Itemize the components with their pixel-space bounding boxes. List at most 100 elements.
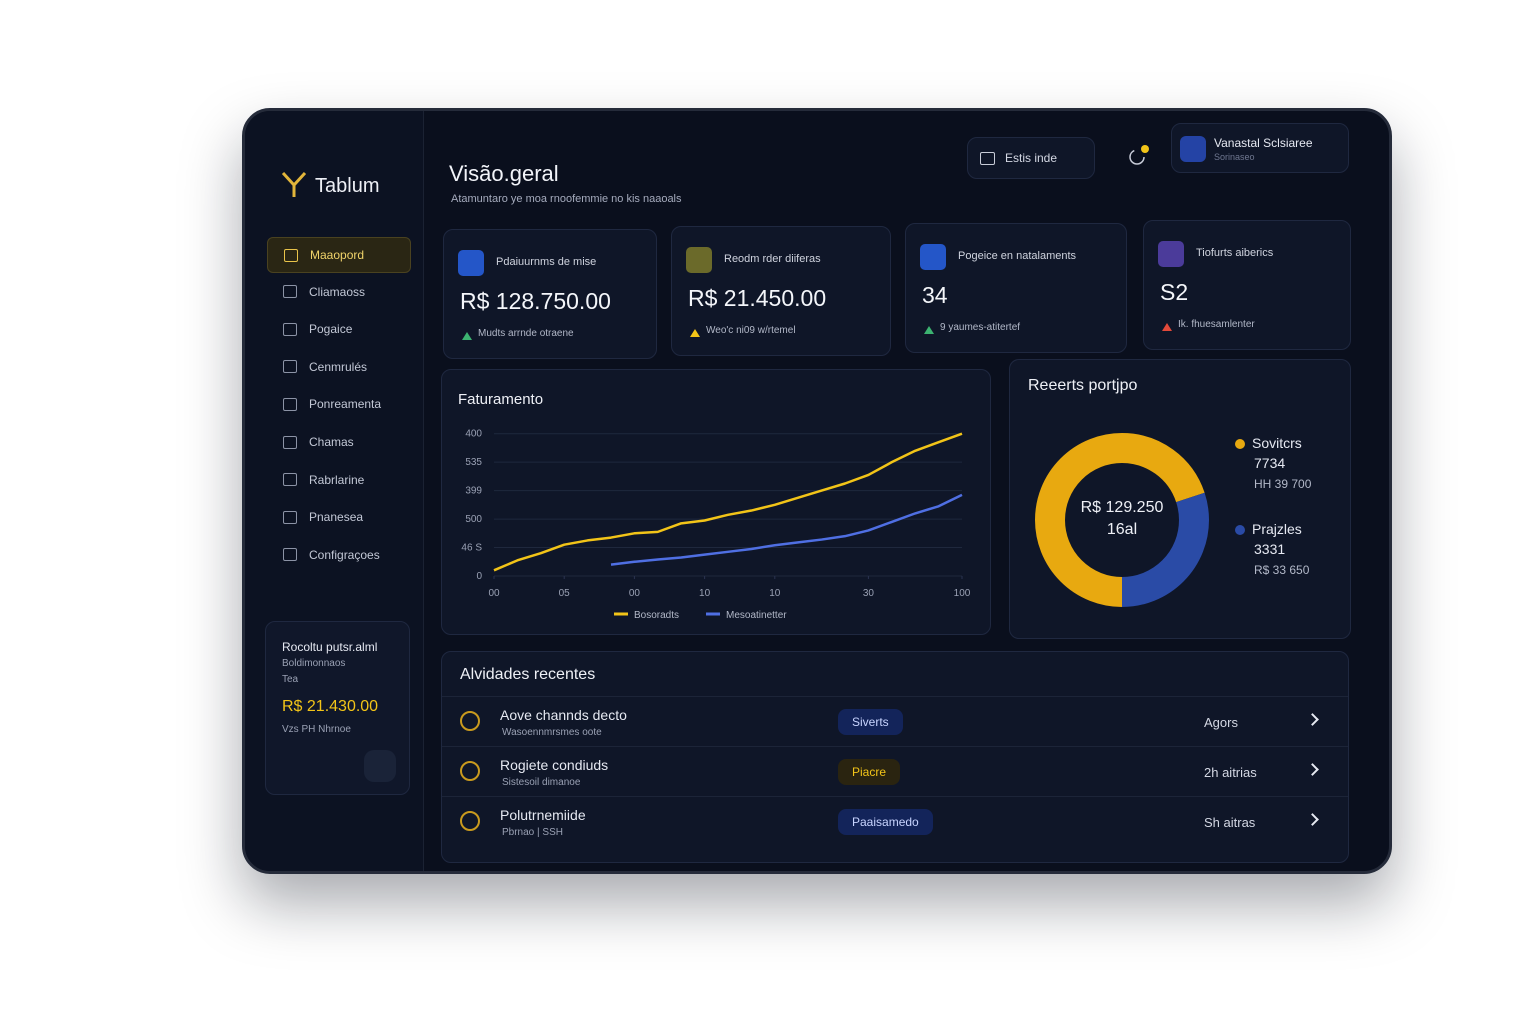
nav-item[interactable]: Pogaice xyxy=(267,312,409,346)
filter-icon xyxy=(980,151,995,165)
revenue-card: Faturamento 0 46 S 500 399 535 400 00 05 00 10 10 3… xyxy=(441,369,991,635)
brand-name: Tablum xyxy=(315,175,380,197)
nav-label: Rabrlarine xyxy=(309,472,365,487)
nav-label: Ponreamenta xyxy=(309,397,382,412)
kpi-icon xyxy=(686,247,712,273)
nav-item[interactable]: Ponreamenta xyxy=(267,387,409,421)
kpi-card: Tiofurts aiberics S2 Ik. fhuesamlenter xyxy=(1143,220,1351,350)
activity-icon xyxy=(460,761,480,781)
nav-label: Pnanesea xyxy=(309,510,364,525)
y-tick-label: 400 xyxy=(465,429,482,440)
y-tick-label: 535 xyxy=(465,457,482,468)
legend-amount: R$ 33 650 xyxy=(1254,563,1310,577)
kpi-note: Weo'c ni09 w/rtemel xyxy=(706,325,796,336)
kpi-icon xyxy=(920,244,946,270)
nav-item[interactable]: Cliamaoss xyxy=(267,275,409,309)
donut-segment xyxy=(1035,433,1209,607)
y-tick-label: 500 xyxy=(465,514,482,525)
kpi-indicator xyxy=(462,332,472,340)
kpi-label: Pogeice en natalaments xyxy=(958,250,1077,262)
legend-label: Mesoatinetter xyxy=(726,610,787,621)
chart-title: Faturamento xyxy=(458,391,543,408)
notification-bell[interactable] xyxy=(1125,141,1153,169)
nav-icon xyxy=(283,360,297,374)
sidebar-card-value: R$ 21.430.00 xyxy=(282,698,379,715)
nav-item[interactable]: Pnanesea xyxy=(267,500,409,534)
x-tick-label: 05 xyxy=(559,588,571,599)
nav-label: Cenmrulés xyxy=(309,359,368,374)
activity-time: Sh aitras xyxy=(1204,815,1256,830)
kpi-indicator xyxy=(1162,323,1172,331)
x-tick-label: 10 xyxy=(699,588,711,599)
kpi-note: Ik. fhuesamlenter xyxy=(1178,319,1255,330)
y-tick-label: 399 xyxy=(465,486,482,497)
y-tick-label: 46 S xyxy=(461,543,482,554)
sidebar: Tablum Maaopord Cliamaoss Pogaice Cenmrulés… xyxy=(245,111,424,871)
legend-dot xyxy=(1235,525,1245,535)
activity-time: 2h aitrias xyxy=(1204,765,1257,780)
kpi-value: 34 xyxy=(922,282,948,308)
user-avatar xyxy=(1180,136,1206,162)
kpi-card: Pdaiuurnms de mise R$ 128.750.00 Mudts arr… xyxy=(443,229,657,359)
donut-center-value: R$ 129.250 xyxy=(1081,499,1164,516)
nav-item[interactable]: Rabrlarine xyxy=(267,463,409,497)
filter-dropdown[interactable]: Estis inde xyxy=(967,137,1095,179)
activity-time: Agors xyxy=(1204,715,1238,730)
activities-title: Alvidades recentes xyxy=(460,666,596,683)
legend-value: 3331 xyxy=(1254,541,1285,557)
nav-item[interactable]: Cenmrulés xyxy=(267,350,409,384)
kpi-value: S2 xyxy=(1160,279,1189,305)
donut-center-label: 16al xyxy=(1107,521,1137,538)
sidebar-card: Rocoltu putsr.alml Boldimonnaos Tea R$ 2… xyxy=(265,621,410,795)
activity-title: Polutrnemiide xyxy=(500,807,586,823)
sidebar-card-footer: Vzs PH Nhrnoe xyxy=(282,724,351,735)
legend-amount: HH 39 700 xyxy=(1254,477,1312,491)
kpi-indicator xyxy=(924,326,934,334)
activity-icon xyxy=(460,711,480,731)
nav-icon xyxy=(283,435,297,449)
activity-badge: Paaisamedo xyxy=(838,809,933,835)
legend-dot xyxy=(1235,439,1245,449)
kpi-indicator xyxy=(690,329,700,337)
sidebar-card-note: Tea xyxy=(282,674,299,685)
nav-icon xyxy=(283,397,297,411)
nav-label: Maaopord xyxy=(310,248,365,262)
nav-item[interactable]: Configraçoes xyxy=(267,538,409,572)
activity-row[interactable]: Aove channds decto Wasoennmrsmes oote Sive… xyxy=(442,696,1348,747)
activity-row[interactable]: Rogiete condiuds Sistesoil dimanoe Piacre 2… xyxy=(442,746,1348,797)
nav-label: Chamas xyxy=(309,435,354,449)
page-subtitle: Atamuntaro ye moa rnoofemmie no kis naao… xyxy=(451,193,682,205)
sidebar-card-button[interactable] xyxy=(364,750,396,782)
legend-label: Sovitcrs xyxy=(1252,435,1302,451)
kpi-card: Pogeice en natalaments 34 9 yaumes-atitert… xyxy=(905,223,1127,353)
line-series xyxy=(610,493,963,566)
activity-subtitle: Sistesoil dimanoe xyxy=(502,777,581,788)
brand-logo xyxy=(281,171,307,197)
activity-chevron xyxy=(1306,713,1319,726)
activity-chevron xyxy=(1306,813,1319,826)
kpi-label: Reodm rder diiferas xyxy=(724,253,821,265)
filter-label: Estis inde xyxy=(1005,151,1058,165)
x-tick-label: 00 xyxy=(488,588,500,599)
nav-icon xyxy=(283,548,297,562)
x-tick-label: 30 xyxy=(863,588,875,599)
legend-value: 7734 xyxy=(1254,455,1285,471)
activity-title: Aove channds decto xyxy=(500,707,627,723)
kpi-note: Mudts arrnde otraene xyxy=(478,328,574,339)
kpi-card: Reodm rder diiferas R$ 21.450.00 Weo'c ni0… xyxy=(671,226,891,356)
portfolio-card: Reeerts portjpo R$ 129.250 16al Sovitcrs… xyxy=(1009,359,1351,639)
nav-label: Cliamaoss xyxy=(309,284,366,299)
activity-badge: Piacre xyxy=(838,759,901,785)
nav-icon xyxy=(284,248,298,262)
revenue-chart: Faturamento 0 46 S 500 399 535 400 00 05 00 10 10 3… xyxy=(458,391,971,621)
kpi-label: Pdaiuurnms de mise xyxy=(496,256,597,268)
nav-item[interactable]: Chamas xyxy=(267,425,409,459)
activity-row[interactable]: Polutrnemiide Pbrnao | SSH Paaisamedo Sh ai… xyxy=(442,796,1348,847)
activity-icon xyxy=(460,811,480,831)
user-menu[interactable]: Vanastal Sclsiaree Sorinaseo xyxy=(1171,123,1349,173)
nav-item[interactable]: Maaopord xyxy=(267,237,411,273)
y-tick-label: 0 xyxy=(476,571,482,582)
device-frame: Tablum Maaopord Cliamaoss Pogaice Cenmrulés… xyxy=(242,108,1392,874)
kpi-note: 9 yaumes-atitertef xyxy=(940,322,1021,333)
activities-card: Alvidades recentes Aove channds decto Was… xyxy=(441,651,1349,863)
